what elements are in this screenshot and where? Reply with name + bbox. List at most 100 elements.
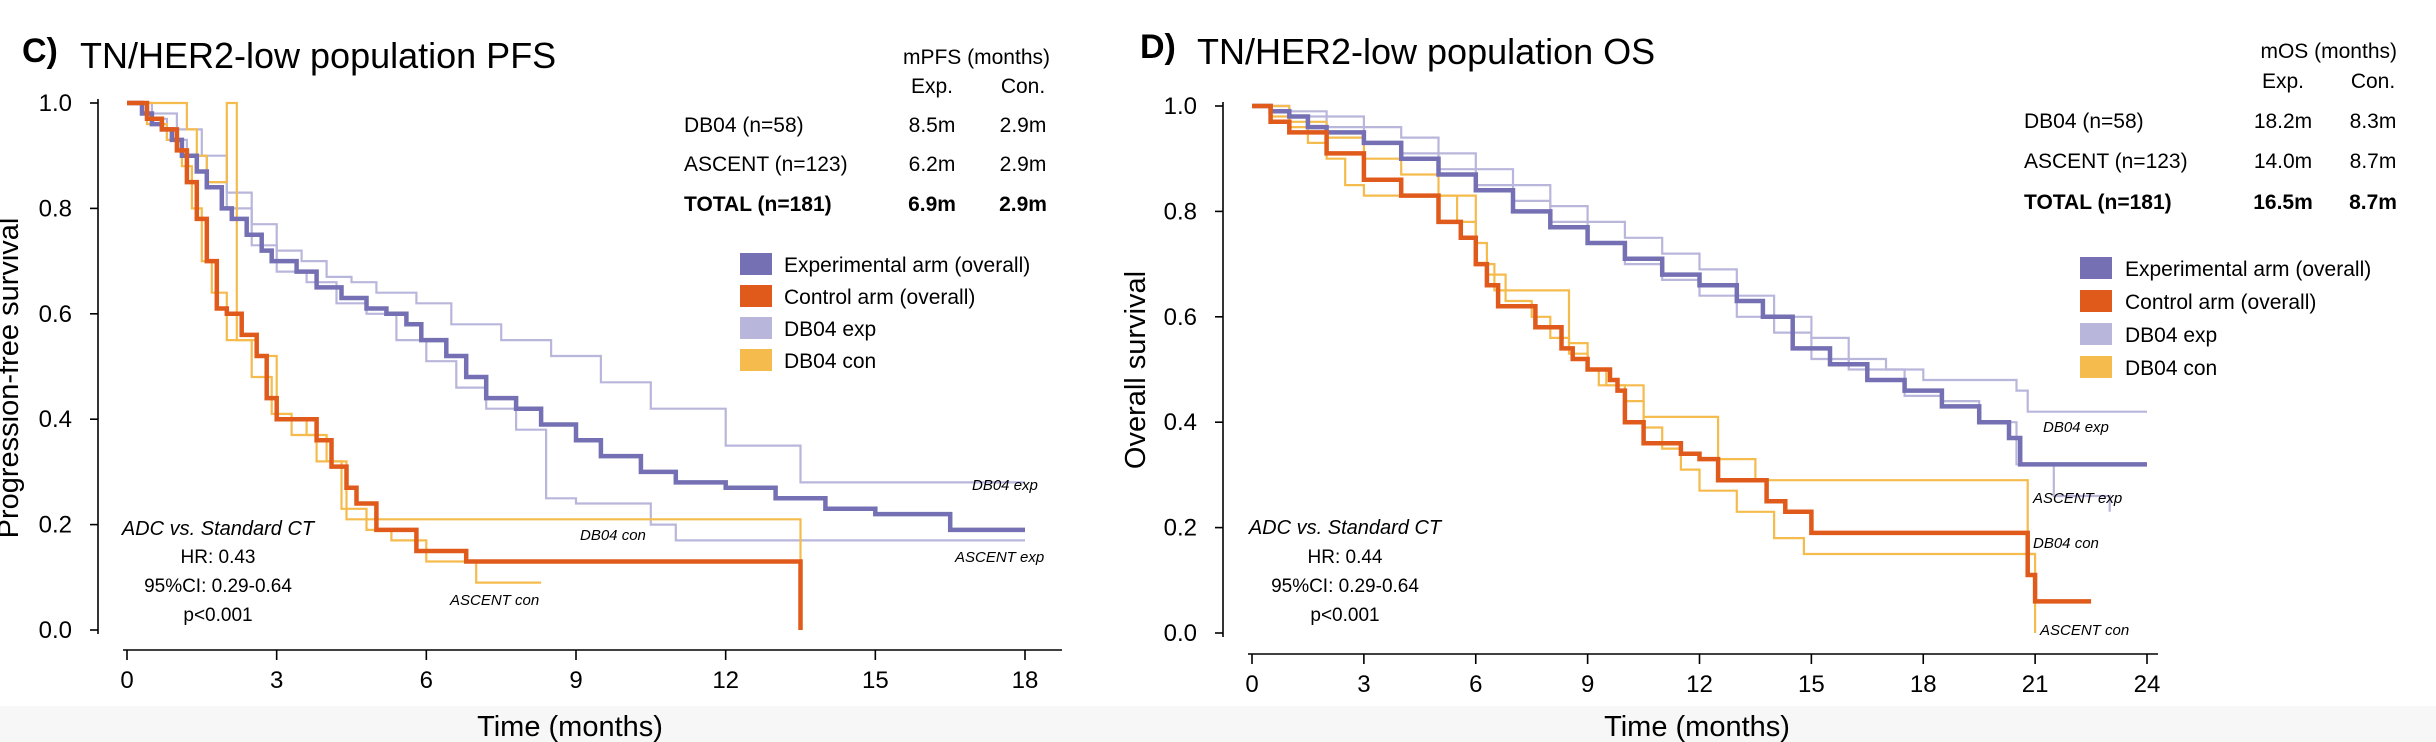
bottom-band	[0, 706, 2436, 742]
x-tick-label: 18	[1012, 667, 1039, 694]
panel-d-row-con: 8.3m	[2350, 110, 2397, 133]
series-line-ascent-con	[1252, 104, 2037, 633]
panel-c-table-col-con: Con.	[1001, 75, 1045, 98]
panel-c: C) TN/HER2-low population PFS 0.00.20.40…	[0, 32, 1062, 742]
x-tick-label: 6	[420, 667, 433, 694]
panel-d-title: TN/HER2-low population OS	[1197, 31, 1655, 72]
panel-c-stats: ADC vs. Standard CT HR: 0.43 95%CI: 0.29…	[121, 518, 316, 626]
legend-label: Control arm (overall)	[2125, 291, 2316, 314]
panel-d-row-label: ASCENT (n=123)	[2024, 150, 2188, 173]
panel-d-plot	[1252, 103, 2147, 633]
x-tick-label: 9	[1581, 671, 1594, 698]
series-line-experimental-arm-overall	[1252, 103, 2147, 467]
series-line-db04-exp	[1252, 104, 2147, 413]
legend-label: DB04 exp	[2125, 324, 2217, 347]
x-tick-label: 6	[1469, 671, 1482, 698]
panel-d-curve-label: DB04 exp	[2043, 419, 2109, 436]
panel-c-x-axis-title: Time (months)	[477, 711, 663, 742]
x-tick-label: 0	[1245, 671, 1258, 698]
legend-label: DB04 con	[2125, 357, 2217, 380]
y-tick-label: 1.0	[1164, 93, 1197, 120]
panel-d-legend: Experimental arm (overall) Control arm (…	[2080, 257, 2371, 380]
x-tick-label: 3	[1357, 671, 1370, 698]
panel-c-row-exp: 6.2m	[909, 153, 956, 176]
panel-c-curve-label: ASCENT con	[449, 592, 539, 609]
panel-c-ci: 95%CI: 0.29-0.64	[144, 576, 292, 597]
x-tick-label: 15	[1798, 671, 1825, 698]
legend-swatch-experimental-overall	[740, 253, 772, 275]
y-tick-label: 0.6	[1164, 304, 1197, 331]
panel-c-curve-label: DB04 exp	[972, 477, 1038, 494]
panel-c-curve-label: DB04 con	[580, 527, 646, 544]
series-line-control-arm-overall	[1252, 103, 2092, 604]
legend-label: DB04 con	[784, 350, 876, 373]
x-tick-label: 21	[2022, 671, 2049, 698]
legend-swatch-experimental-arms	[740, 317, 772, 339]
y-tick-label: 0.2	[1164, 515, 1197, 542]
panel-c-letter: C)	[22, 32, 58, 70]
panel-c-table-col-exp: Exp.	[911, 75, 953, 98]
panel-c-title: TN/HER2-low population PFS	[80, 35, 556, 76]
legend-swatch-control-arms	[740, 349, 772, 371]
panel-d-row-exp: 18.2m	[2254, 110, 2312, 133]
panel-c-table-title: mPFS (months)	[903, 46, 1050, 69]
panel-c-legend: Experimental arm (overall) Control arm (…	[740, 253, 1030, 373]
panel-d-ci: 95%CI: 0.29-0.64	[1271, 576, 1419, 597]
y-tick-label: 0.4	[1164, 409, 1197, 436]
panel-d-table-col-exp: Exp.	[2262, 70, 2304, 93]
panel-d: D) TN/HER2-low population OS 0.0 0.2 0.4 0.…	[1120, 28, 2397, 742]
x-tick-label: 12	[1686, 671, 1713, 698]
panel-d-mos-table: mOS (months) Exp. Con. DB04 (n=58) 18.2m…	[2024, 40, 2397, 214]
panel-c-hr: HR: 0.43	[181, 547, 256, 568]
panel-c-row-con: 2.9m	[1000, 114, 1047, 137]
panel-d-row-label: DB04 (n=58)	[2024, 110, 2144, 133]
x-tick-label: 3	[270, 667, 283, 694]
panel-d-row-exp: 14.0m	[2254, 150, 2312, 173]
panel-c-axes: 0.0 0.2 0.4 0.6 0.8 1.0 0 3 6 9 12 15 18	[39, 90, 1062, 694]
y-tick-label: 0.6	[39, 301, 72, 328]
panel-d-comparison: ADC vs. Standard CT	[1248, 517, 1443, 539]
panel-d-stats: ADC vs. Standard CT HR: 0.44 95%CI: 0.29…	[1248, 517, 1443, 626]
panel-d-letter: D)	[1140, 28, 1176, 66]
panel-c-curve-label: ASCENT exp	[954, 549, 1044, 566]
series-line-experimental-arm-overall	[127, 100, 1025, 533]
panel-d-row-con: 8.7m	[2350, 150, 2397, 173]
y-tick-label: 0.2	[39, 512, 72, 539]
panel-d-curve-label: ASCENT con	[2039, 622, 2129, 639]
legend-label: Experimental arm (overall)	[784, 254, 1030, 277]
x-tick-label: 12	[712, 667, 739, 694]
panel-c-row-exp: 6.9m	[908, 193, 956, 216]
legend-label: Control arm (overall)	[784, 286, 975, 309]
panel-d-row-exp: 16.5m	[2253, 191, 2313, 214]
x-tick-label: 24	[2134, 671, 2161, 698]
y-tick-label: 1.0	[39, 90, 72, 117]
legend-label: DB04 exp	[784, 318, 876, 341]
y-tick-label: 0.8	[1164, 198, 1197, 225]
y-tick-label: 0.0	[1164, 620, 1197, 647]
series-line-db04-con	[1252, 104, 2036, 556]
panel-c-row-label: ASCENT (n=123)	[684, 153, 848, 176]
panel-c-row-con: 2.9m	[1000, 153, 1047, 176]
y-tick-label: 0.4	[39, 406, 72, 433]
x-tick-label: 9	[569, 667, 582, 694]
legend-swatch-experimental-overall	[2080, 257, 2112, 279]
panel-c-y-axis-title: Progression-free survival	[0, 218, 25, 539]
panel-c-p: p<0.001	[183, 605, 252, 626]
panel-c-row-con: 2.9m	[999, 193, 1047, 216]
panel-c-row-label: TOTAL (n=181)	[684, 193, 832, 216]
panel-d-curve-label: DB04 con	[2033, 535, 2099, 552]
x-tick-label: 15	[862, 667, 889, 694]
panel-d-row-label: TOTAL (n=181)	[2024, 191, 2172, 214]
x-tick-label: 0	[120, 667, 133, 694]
series-line-ascent-exp	[127, 101, 1025, 542]
series-line-control-arm-overall	[127, 100, 803, 630]
legend-swatch-control-overall	[2080, 290, 2112, 312]
legend-swatch-control-arms	[2080, 356, 2112, 378]
panel-d-x-axis-title: Time (months)	[1604, 711, 1790, 742]
y-tick-label: 0.8	[39, 195, 72, 222]
panel-d-hr: HR: 0.44	[1308, 547, 1383, 568]
panel-d-curve-label: ASCENT exp	[2032, 490, 2122, 507]
series-line-db04-exp	[127, 101, 1025, 484]
panel-c-plot	[127, 100, 1025, 630]
panel-d-table-title: mOS (months)	[2260, 40, 2397, 63]
